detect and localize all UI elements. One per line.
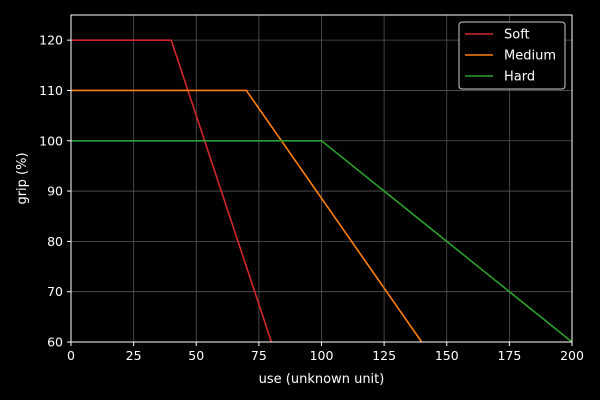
- y-axis-label: grip (%): [15, 152, 30, 204]
- legend-box: [458, 21, 566, 90]
- x-tick-label: 75: [251, 348, 267, 363]
- x-axis-label: use (unknown unit): [259, 372, 385, 387]
- series-line-medium: [71, 89, 423, 342]
- y-tick-label: 90: [47, 184, 63, 199]
- y-tick-label: 120: [39, 33, 63, 48]
- y-tick-label: 80: [47, 234, 63, 249]
- y-tick-label: 110: [39, 83, 63, 98]
- legend-label-hard: Hard: [504, 70, 535, 85]
- x-tick-label: 50: [188, 348, 204, 363]
- x-tick-label: 0: [67, 348, 75, 363]
- y-axis: 60 70 80 90 100 110 120: [39, 33, 71, 350]
- y-tick-label: 60: [47, 335, 63, 350]
- series-line-soft: [71, 39, 273, 342]
- y-tick-label: 70: [47, 284, 63, 299]
- x-tick-label: 200: [560, 348, 584, 363]
- y-tick-label: 100: [39, 133, 63, 148]
- legend: Soft Medium Hard: [458, 21, 566, 90]
- legend-label-medium: Medium: [504, 49, 556, 64]
- x-tick-label: 25: [126, 348, 142, 363]
- series-line-hard: [71, 139, 572, 342]
- x-tick-label: 125: [372, 348, 396, 363]
- series-lines: [71, 39, 572, 342]
- x-tick-label: 100: [310, 348, 334, 363]
- x-tick-label: 150: [435, 348, 459, 363]
- x-tick-label: 175: [497, 348, 521, 363]
- legend-label-soft: Soft: [504, 28, 530, 43]
- x-axis: 0 25 50 75 100 125 150 175 200: [67, 342, 584, 363]
